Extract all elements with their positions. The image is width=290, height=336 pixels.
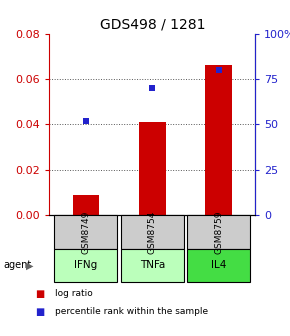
Text: ■: ■ (35, 289, 44, 299)
Text: IL4: IL4 (211, 260, 226, 270)
Bar (54, 249, 117, 282)
Bar (121, 249, 184, 282)
Bar (187, 249, 250, 282)
Text: GSM8759: GSM8759 (214, 210, 223, 254)
Text: GSM8749: GSM8749 (81, 210, 90, 254)
Text: percentile rank within the sample: percentile rank within the sample (55, 307, 208, 317)
Text: IFNg: IFNg (74, 260, 97, 270)
Text: log ratio: log ratio (55, 289, 93, 298)
Bar (54, 215, 117, 249)
Bar (139, 122, 166, 215)
Text: GSM8754: GSM8754 (148, 210, 157, 254)
Text: ■: ■ (35, 307, 44, 318)
Bar (72, 195, 99, 215)
Text: TNFa: TNFa (139, 260, 165, 270)
Bar (121, 215, 184, 249)
Bar (205, 65, 232, 215)
Bar (187, 215, 250, 249)
Text: ▶: ▶ (26, 260, 34, 270)
Text: agent: agent (3, 260, 31, 270)
Title: GDS498 / 1281: GDS498 / 1281 (99, 17, 205, 31)
